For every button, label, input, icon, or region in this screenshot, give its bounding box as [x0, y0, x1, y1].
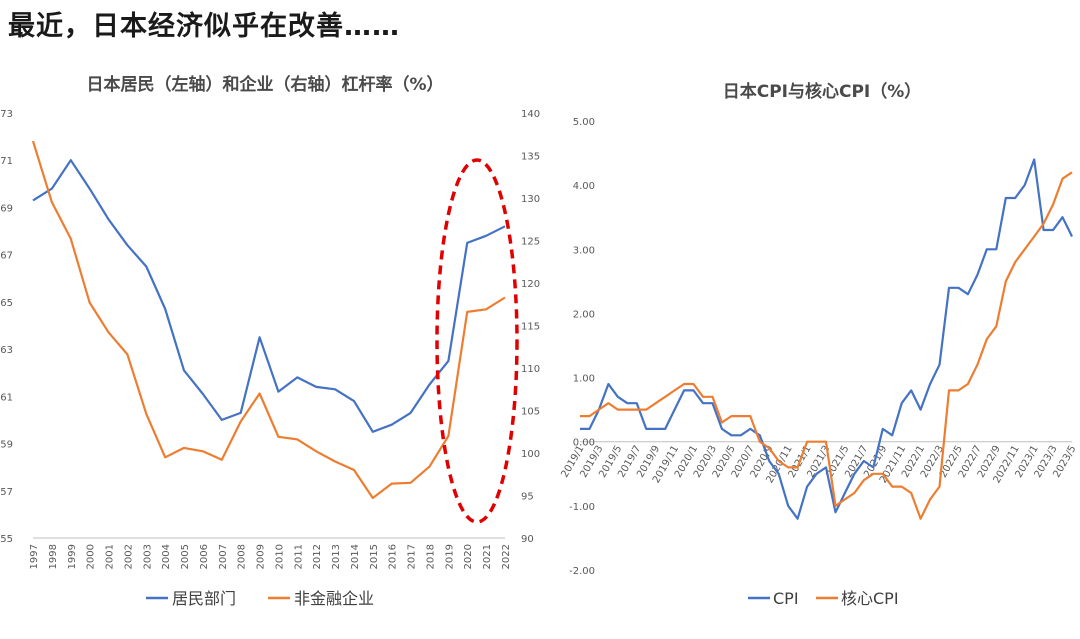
x-axis-tick-label: 2010	[274, 544, 285, 569]
x-axis-tick-label: 1997	[29, 544, 40, 569]
left-axis-tick-label: 57	[0, 487, 13, 498]
y-axis-tick-label: 0.00	[573, 438, 595, 449]
y-axis-tick-label: 1.00	[573, 374, 595, 385]
left-axis-tick-label: 63	[0, 345, 13, 356]
x-axis-tick-label: 2021	[482, 544, 493, 569]
headline: 最近，日本经济似乎在改善……	[8, 11, 400, 42]
legend-label-household: 居民部门	[172, 589, 236, 608]
leverage-chart-title: 日本居民（左轴）和企业（右轴）杠杆率（%）	[86, 74, 443, 95]
right-axis-tick-label: 110	[521, 364, 540, 375]
right-axis-tick-label: 95	[521, 492, 534, 503]
x-axis-tick-label: 2016	[388, 544, 399, 569]
legend-label-cpi: CPI	[773, 589, 799, 608]
x-axis-tick-label: 2013	[331, 544, 342, 569]
right-axis-tick-label: 140	[521, 109, 540, 120]
x-axis-tick-label: 2009	[256, 544, 267, 569]
left-axis-tick-label: 71	[0, 156, 13, 167]
x-axis-tick-label: 2015	[369, 544, 380, 569]
left-axis-tick-label: 69	[0, 203, 13, 214]
x-axis-tick-label: 2014	[350, 544, 361, 569]
x-axis-tick-label: 2008	[237, 544, 248, 569]
legend-label-corporate: 非金融企业	[294, 589, 374, 608]
x-axis-tick-label: 2004	[161, 544, 172, 569]
legend-label-core-cpi: 核心CPI	[841, 589, 899, 608]
right-axis-tick-label: 120	[521, 279, 540, 290]
right-axis-tick-label: 135	[521, 152, 540, 163]
left-axis-tick-label: 61	[0, 392, 13, 403]
x-axis-tick-label: 2020	[463, 544, 474, 569]
left-axis-tick-label: 73	[0, 109, 13, 120]
y-axis-tick-label: -2.00	[569, 566, 595, 577]
y-axis-tick-label: 5.00	[573, 117, 595, 128]
x-axis-tick-label: 2011	[293, 544, 304, 569]
series-line-corporate	[31, 140, 506, 500]
x-axis-tick-label: 2003	[142, 544, 153, 569]
right-axis-tick-label: 100	[521, 449, 540, 460]
y-axis-tick-label: 2.00	[573, 309, 595, 320]
right-axis-tick-label: 90	[521, 534, 534, 545]
left-axis-tick-label: 67	[0, 251, 13, 262]
leverage-legend: 居民部门 非金融企业	[146, 589, 374, 608]
x-axis-tick-label: 2019	[444, 544, 455, 569]
cpi-legend: CPI 核心CPI	[748, 589, 899, 608]
series-line-household	[32, 159, 506, 433]
right-axis-tick-label: 105	[521, 407, 540, 418]
x-axis-tick-label: 2017	[407, 544, 418, 569]
x-axis-tick-label: 2012	[312, 544, 323, 569]
cpi-chart-title: 日本CPI与核心CPI（%）	[723, 81, 922, 102]
right-axis-tick-label: 115	[521, 322, 540, 333]
y-axis-tick-label: -1.00	[569, 502, 595, 513]
x-axis-tick-label: 2002	[123, 544, 134, 569]
left-axis-tick-label: 59	[0, 440, 13, 451]
x-axis-tick-label: 1998	[48, 544, 59, 569]
series-line-core-cpi	[580, 171, 1073, 520]
y-axis-tick-label: 3.00	[573, 245, 595, 256]
x-axis-tick-label: 2001	[105, 544, 116, 569]
left-axis-tick-label: 65	[0, 298, 13, 309]
right-axis-tick-label: 125	[521, 237, 540, 248]
left-axis-tick-label: 55	[0, 534, 13, 545]
x-axis-tick-label: 1999	[67, 544, 78, 569]
right-axis-tick-label: 130	[521, 194, 540, 205]
x-axis-tick-label: 2007	[218, 544, 229, 569]
x-axis-tick-label: 2005	[180, 544, 191, 569]
x-axis-tick-label: 2000	[86, 544, 97, 569]
y-axis-tick-label: 4.00	[573, 181, 595, 192]
x-axis-tick-label: 2018	[425, 544, 436, 569]
x-axis-tick-label: 2006	[199, 544, 210, 569]
highlight-ellipse	[435, 158, 519, 524]
x-axis-tick-label: 2022	[501, 544, 512, 569]
series-line-cpi	[580, 158, 1073, 520]
